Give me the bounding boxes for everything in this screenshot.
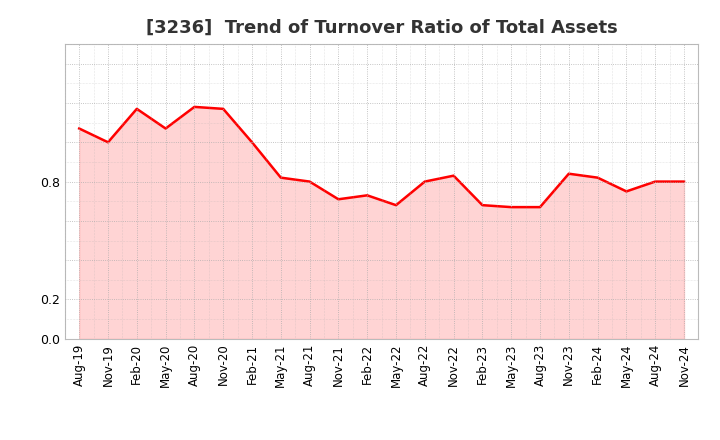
Title: [3236]  Trend of Turnover Ratio of Total Assets: [3236] Trend of Turnover Ratio of Total … bbox=[145, 19, 618, 37]
